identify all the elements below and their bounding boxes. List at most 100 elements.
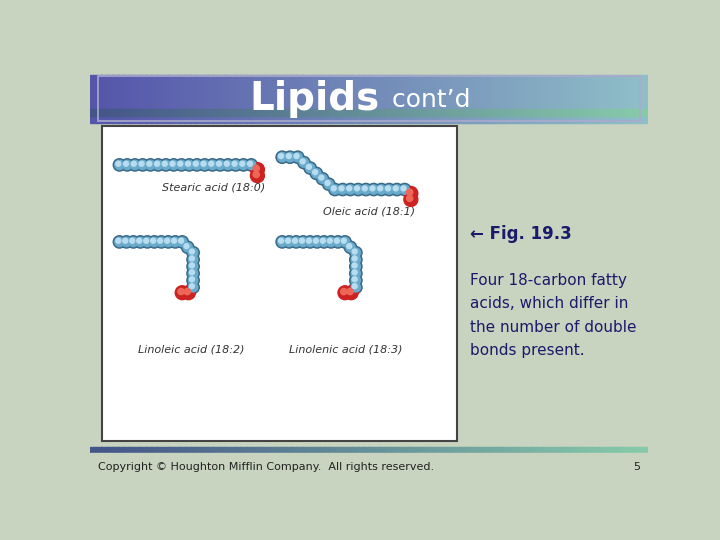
Bar: [252, 75, 258, 123]
Circle shape: [184, 244, 189, 248]
Bar: [436, 110, 442, 116]
Circle shape: [187, 267, 199, 280]
Bar: [575, 75, 582, 123]
Circle shape: [304, 162, 316, 174]
Bar: [196, 110, 202, 116]
Bar: [269, 110, 275, 116]
Circle shape: [158, 238, 163, 243]
Circle shape: [369, 185, 378, 194]
Bar: [347, 75, 353, 123]
Bar: [157, 447, 163, 453]
Bar: [414, 110, 420, 116]
Bar: [213, 447, 219, 453]
Circle shape: [181, 286, 195, 300]
Bar: [151, 447, 158, 453]
Bar: [553, 110, 559, 116]
Bar: [101, 447, 107, 453]
Circle shape: [312, 168, 321, 178]
Bar: [598, 110, 604, 116]
Bar: [520, 447, 526, 453]
Circle shape: [352, 256, 357, 261]
Circle shape: [287, 153, 292, 159]
Circle shape: [404, 193, 418, 206]
Bar: [570, 75, 576, 123]
Circle shape: [231, 160, 240, 170]
Bar: [297, 75, 303, 123]
Circle shape: [248, 161, 253, 166]
Bar: [224, 110, 230, 116]
Bar: [414, 447, 420, 453]
Circle shape: [184, 288, 190, 295]
Bar: [593, 110, 598, 116]
Circle shape: [189, 270, 194, 275]
Circle shape: [189, 269, 198, 278]
Circle shape: [311, 236, 323, 248]
Bar: [213, 110, 219, 116]
Circle shape: [352, 270, 357, 275]
Bar: [129, 110, 135, 116]
Bar: [145, 75, 152, 123]
Circle shape: [338, 286, 352, 300]
Circle shape: [351, 255, 361, 264]
Circle shape: [400, 185, 409, 194]
Circle shape: [208, 160, 217, 170]
Bar: [475, 75, 482, 123]
Circle shape: [162, 161, 167, 166]
Circle shape: [316, 173, 329, 185]
Bar: [547, 75, 554, 123]
Bar: [163, 75, 169, 123]
Bar: [179, 447, 186, 453]
Bar: [124, 447, 130, 453]
Circle shape: [251, 163, 264, 177]
Bar: [542, 447, 549, 453]
Bar: [436, 447, 442, 453]
Bar: [559, 75, 565, 123]
Bar: [118, 447, 125, 453]
Circle shape: [334, 238, 339, 243]
Circle shape: [292, 151, 304, 164]
Bar: [163, 447, 169, 453]
Bar: [593, 75, 598, 123]
Circle shape: [378, 186, 383, 191]
Bar: [508, 447, 515, 453]
Bar: [397, 447, 403, 453]
Circle shape: [147, 161, 152, 166]
Text: Oleic acid (18:1): Oleic acid (18:1): [323, 206, 415, 216]
Bar: [202, 75, 208, 123]
Bar: [101, 75, 107, 123]
Bar: [96, 110, 102, 116]
Bar: [564, 447, 571, 453]
Bar: [118, 110, 125, 116]
Bar: [240, 75, 247, 123]
Bar: [526, 75, 531, 123]
Circle shape: [284, 237, 294, 247]
Bar: [431, 75, 437, 123]
Circle shape: [175, 286, 189, 300]
Circle shape: [292, 237, 301, 247]
Circle shape: [407, 195, 413, 201]
Bar: [274, 447, 281, 453]
Bar: [364, 447, 370, 453]
Bar: [408, 75, 415, 123]
Bar: [307, 447, 314, 453]
Bar: [336, 447, 342, 453]
Bar: [168, 447, 174, 453]
Bar: [414, 75, 420, 123]
Bar: [207, 110, 214, 116]
Circle shape: [297, 236, 310, 248]
Circle shape: [122, 160, 132, 170]
Bar: [392, 447, 397, 453]
Bar: [531, 447, 537, 453]
Bar: [297, 110, 303, 116]
Circle shape: [130, 238, 135, 243]
Bar: [202, 110, 208, 116]
Bar: [464, 447, 470, 453]
Circle shape: [206, 159, 219, 171]
Circle shape: [351, 276, 361, 285]
Bar: [135, 75, 141, 123]
Bar: [475, 447, 482, 453]
Circle shape: [277, 237, 287, 247]
Bar: [603, 447, 610, 453]
Circle shape: [150, 238, 156, 243]
Circle shape: [347, 288, 353, 295]
